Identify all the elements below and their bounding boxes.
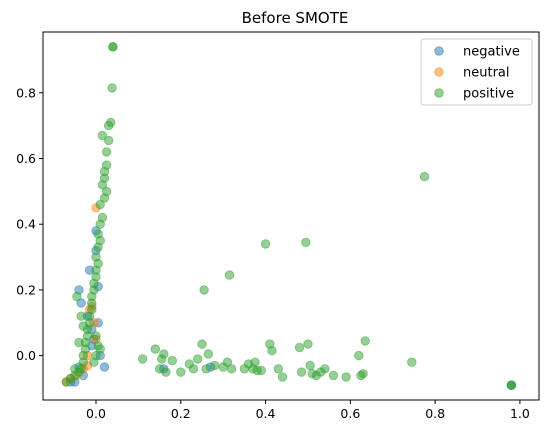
point-positive (159, 349, 169, 359)
point-positive (250, 357, 260, 367)
point-positive (267, 346, 277, 356)
point-positive (101, 147, 112, 157)
point-positive (222, 357, 233, 367)
point-positive (328, 370, 339, 381)
point-positive (76, 311, 86, 321)
point-positive (188, 364, 199, 374)
legend-marker-neutral (434, 67, 444, 77)
point-positive (97, 180, 108, 190)
point-positive (161, 367, 171, 377)
y-tick-label: 0.8 (16, 85, 36, 100)
y-tick-label: 0.0 (16, 348, 36, 363)
plot-frame (42, 31, 540, 401)
x-tick-label: 0.0 (86, 406, 106, 421)
point-positive (341, 372, 351, 382)
point-positive (95, 219, 105, 229)
point-positive (197, 339, 207, 349)
point-positive (150, 344, 161, 354)
point-positive (360, 336, 370, 346)
point-positive (95, 199, 105, 210)
point-positive (108, 42, 118, 52)
point-positive (226, 364, 237, 374)
point-positive (107, 83, 117, 93)
point-positive (89, 357, 99, 367)
legend-marker-positive (434, 88, 444, 98)
point-positive (78, 321, 89, 331)
legend-box (420, 38, 533, 106)
point-positive (103, 135, 114, 146)
x-tick-label: 0.8 (425, 406, 445, 421)
point-positive (419, 171, 430, 182)
point-positive (320, 364, 330, 374)
point-positive (72, 291, 82, 302)
point-positive (74, 337, 84, 348)
x-tick-label: 0.6 (340, 406, 360, 421)
x-tick-label: 0.4 (256, 406, 276, 421)
point-positive (354, 350, 364, 361)
point-negative (76, 298, 86, 308)
point-positive (95, 344, 105, 354)
point-positive (61, 377, 72, 387)
point-positive (199, 285, 209, 295)
point-positive (407, 357, 417, 367)
y-tick-label: 0.2 (16, 282, 36, 297)
y-tick-label: 0.6 (16, 151, 36, 166)
point-positive (506, 380, 517, 390)
point-positive (294, 342, 305, 353)
point-positive (305, 360, 315, 371)
point-positive (97, 130, 108, 141)
point-positive (91, 331, 101, 341)
point-positive (209, 360, 220, 371)
point-positive (358, 369, 368, 379)
x-tick-label: 0.2 (171, 406, 191, 421)
legend-label-positive: positive (463, 87, 514, 102)
point-positive (176, 367, 186, 377)
legend-marker-negative (434, 46, 444, 56)
points-layer (61, 42, 517, 390)
point-positive (256, 365, 267, 376)
point-positive (167, 355, 178, 366)
point-positive (103, 120, 114, 131)
point-positive (303, 339, 313, 349)
point-positive (137, 354, 148, 364)
legend-label-neutral: neutral (463, 66, 510, 81)
point-positive (93, 242, 103, 252)
point-positive (260, 239, 271, 249)
point-positive (201, 364, 211, 374)
legend: negative neutral positive (420, 38, 533, 106)
y-axis: 0.0 0.2 0.4 0.6 0.8 (16, 85, 43, 363)
point-negative (99, 362, 110, 372)
y-tick-label: 0.4 (16, 217, 36, 232)
point-positive (273, 364, 284, 374)
x-tick-label: 1.0 (510, 406, 530, 421)
point-positive (277, 372, 288, 382)
point-positive (301, 237, 311, 248)
x-axis: 0.0 0.2 0.4 0.6 0.8 1.0 (86, 400, 530, 421)
point-positive (70, 364, 80, 374)
legend-label-negative: negative (463, 45, 520, 60)
point-positive (99, 193, 110, 203)
point-positive (203, 349, 214, 359)
point-positive (224, 270, 235, 280)
point-positive (296, 367, 307, 377)
point-positive (192, 354, 203, 364)
chart-title: Before SMOTE (242, 9, 349, 27)
